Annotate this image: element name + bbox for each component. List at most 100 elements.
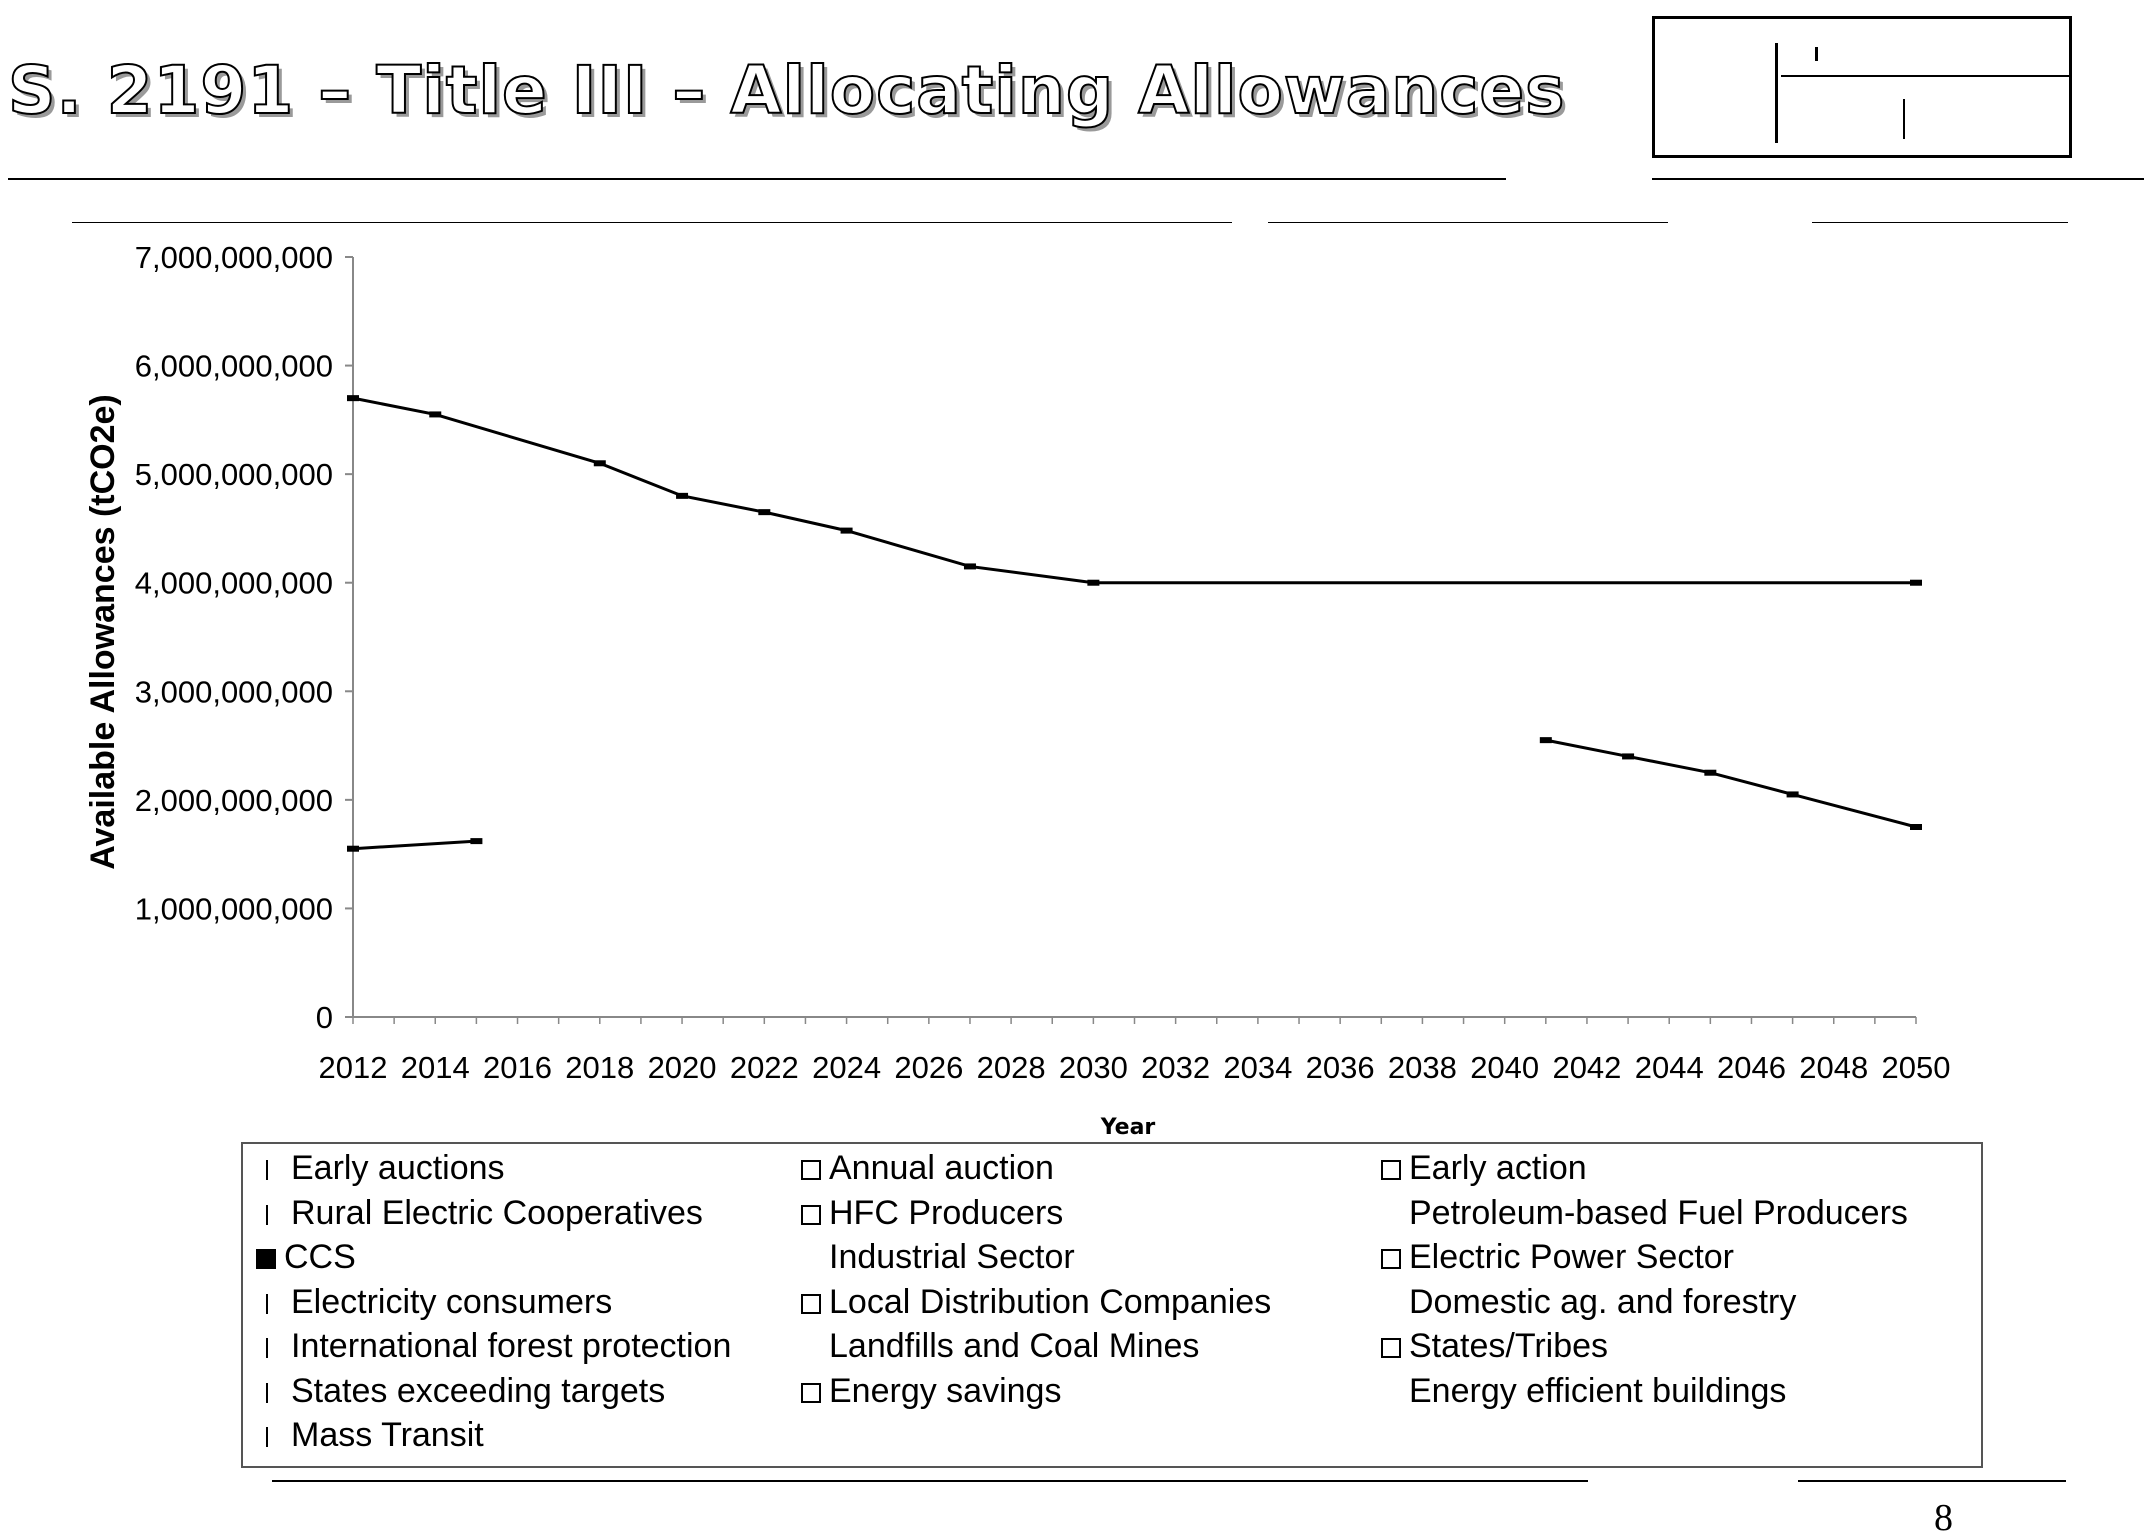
legend-label: HFC Producers — [829, 1193, 1064, 1232]
chart-top-rule-3 — [1812, 222, 2068, 223]
x-tick-label: 2020 — [648, 1050, 717, 1085]
x-tick-label: 2046 — [1717, 1050, 1786, 1085]
legend-item: Early action — [1381, 1148, 1587, 1188]
legend-label: Local Distribution Companies — [829, 1282, 1272, 1321]
x-tick-label: 2030 — [1059, 1050, 1128, 1085]
legend-label: Early action — [1409, 1149, 1587, 1187]
legend-label: States/Tribes — [1409, 1327, 1609, 1365]
legend-label: Electric Power Sector — [1409, 1238, 1734, 1276]
legend-label: International forest protection — [291, 1327, 732, 1365]
legend-label: Annual auction — [829, 1149, 1054, 1187]
legend-label: Electricity consumers — [291, 1282, 613, 1321]
legend-item: Petroleum-based Fuel Producers — [1381, 1193, 1908, 1233]
series-point-1 — [1910, 579, 1922, 586]
legend-swatch — [266, 1427, 269, 1448]
legend-item: Mass Transit — [256, 1415, 484, 1455]
x-tick-label: 2048 — [1799, 1050, 1868, 1085]
legend-swatch — [1381, 1249, 1401, 1270]
legend-swatch — [801, 1160, 821, 1181]
series-point-0 — [470, 838, 483, 845]
series-point-2 — [1704, 769, 1717, 776]
legend-label: Landfills and Coal Mines — [829, 1327, 1200, 1365]
series-line-2 — [1545, 738, 1917, 829]
legend-label: Mass Transit — [291, 1416, 484, 1454]
series-point-2 — [1786, 791, 1799, 798]
x-tick-label: 2032 — [1141, 1050, 1210, 1085]
slide-title: S. 2191 – Title III – Allocating Allowan… — [7, 51, 1566, 130]
legend-item: International forest protection — [256, 1326, 731, 1366]
legend-label: Domestic ag. and forestry — [1409, 1282, 1797, 1321]
x-tick-label: 2016 — [483, 1050, 552, 1085]
series-point-1 — [347, 395, 359, 402]
x-tick-label: 2034 — [1223, 1050, 1292, 1085]
title-underline — [8, 178, 1506, 180]
x-tick-label: 2022 — [730, 1050, 799, 1085]
y-tick-label: 7,000,000,000 — [135, 240, 333, 275]
x-tick-label: 2044 — [1635, 1050, 1704, 1085]
y-tick-label: 4,000,000,000 — [135, 566, 333, 601]
x-tick-label: 2018 — [565, 1050, 634, 1085]
x-tick-label: 2024 — [812, 1050, 881, 1085]
y-tick-label: 2,000,000,000 — [135, 783, 333, 818]
series-point-0 — [347, 845, 359, 852]
legend-label: Petroleum-based Fuel Producers — [1409, 1193, 1908, 1232]
series-point-2 — [1622, 753, 1635, 760]
x-tick-label: 2014 — [401, 1050, 470, 1085]
legend-swatch — [1381, 1338, 1401, 1359]
legend-label: Industrial Sector — [829, 1238, 1075, 1276]
x-tick-label: 2026 — [894, 1050, 963, 1085]
legend-item: Local Distribution Companies — [801, 1282, 1271, 1322]
series-point-1 — [429, 411, 442, 418]
legend-swatch — [266, 1204, 269, 1225]
logo — [1652, 16, 2072, 158]
page-number: 8 — [1934, 1497, 1953, 1539]
x-tick-label: 2036 — [1306, 1050, 1375, 1085]
legend-item: Energy savings — [801, 1371, 1061, 1411]
legend-swatch — [801, 1293, 821, 1314]
series-line-1 — [352, 396, 1916, 585]
y-tick-label: 0 — [316, 1000, 333, 1035]
y-tick-label: 5,000,000,000 — [135, 457, 333, 492]
legend-item: States/Tribes — [1381, 1326, 1608, 1366]
series-point-2 — [1539, 737, 1552, 744]
legend-item: States exceeding targets — [256, 1371, 665, 1411]
series-point-1 — [676, 492, 689, 499]
y-tick-label: 1,000,000,000 — [135, 891, 333, 926]
x-tick-label: 2042 — [1552, 1050, 1621, 1085]
series-point-1 — [1087, 579, 1100, 586]
legend-label: States exceeding targets — [291, 1371, 666, 1410]
series-point-1 — [758, 509, 771, 516]
footer-rule — [272, 1480, 1588, 1482]
x-tick-label: 2040 — [1470, 1050, 1539, 1085]
legend-item: Domestic ag. and forestry — [1381, 1282, 1796, 1322]
legend-item: Annual auction — [801, 1148, 1054, 1188]
series-point-1 — [593, 460, 606, 467]
series-point-2 — [1910, 824, 1922, 830]
series-point-1 — [840, 527, 853, 534]
footer-rule-2 — [1798, 1480, 2066, 1482]
y-tick-label: 6,000,000,000 — [135, 349, 333, 384]
legend-item: Industrial Sector — [801, 1237, 1075, 1277]
chart-top-rule-2 — [1268, 222, 1668, 223]
legend-label: Energy savings — [829, 1371, 1062, 1410]
y-axis-label: Available Allowances (tCO2e) — [84, 394, 122, 870]
x-tick-label: 2038 — [1388, 1050, 1457, 1085]
logo-underline — [1652, 178, 2144, 180]
legend-swatch — [256, 1249, 276, 1270]
legend-item: CCS — [256, 1237, 356, 1277]
legend-swatch — [801, 1204, 821, 1225]
x-tick-label: 2012 — [319, 1050, 388, 1085]
chart-legend: Early auctions Annual auction Early action… — [241, 1142, 1983, 1468]
series-line-0 — [352, 839, 477, 851]
legend-label: Rural Electric Cooperatives — [291, 1193, 703, 1232]
legend-swatch — [801, 1382, 821, 1403]
legend-swatch — [266, 1293, 269, 1314]
chart-top-rule — [72, 222, 1232, 223]
legend-swatch — [1381, 1160, 1401, 1181]
legend-label: CCS — [284, 1238, 356, 1276]
legend-label: Early auctions — [291, 1149, 505, 1187]
allowances-chart: 0 1,000,000,000 2,000,000,000 3,000,000,000… — [84, 240, 1950, 1140]
legend-swatch — [266, 1160, 269, 1181]
legend-item: Electricity consumers — [256, 1282, 612, 1322]
y-tick-label: 3,000,000,000 — [135, 674, 333, 709]
